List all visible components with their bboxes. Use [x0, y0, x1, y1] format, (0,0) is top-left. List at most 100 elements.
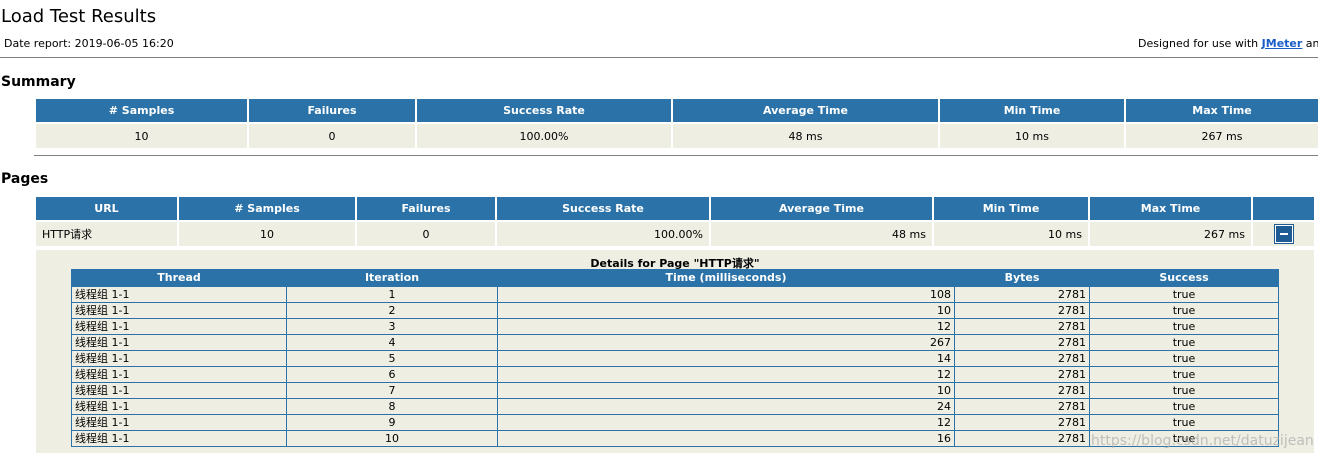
page-title: Load Test Results [1, 6, 157, 27]
summary-col-min-time: Min Time [940, 99, 1124, 122]
details-title: Details for Page "HTTP请求" [590, 257, 760, 270]
summary-header-row: # Samples Failures Success Rate Average … [36, 99, 1318, 122]
detail-bytes: 2781 [954, 286, 1090, 303]
pages-col-max-time: Max Time [1090, 197, 1251, 220]
detail-bytes: 2781 [954, 350, 1090, 367]
pages-success-rate: 100.00% [497, 222, 709, 246]
detail-thread: 线程组 1-1 [71, 350, 287, 367]
summary-samples: 10 [36, 124, 247, 148]
summary-failures: 0 [249, 124, 415, 148]
detail-success: true [1089, 334, 1279, 351]
summary-average-time: 48 ms [673, 124, 938, 148]
summary-col-success-rate: Success Rate [417, 99, 671, 122]
detail-success: true [1089, 350, 1279, 367]
detail-time: 12 [497, 318, 955, 335]
details-row: 线程组 1-1 4 267 2781 true [71, 334, 1279, 351]
details-row: 线程组 1-1 7 10 2781 true [71, 382, 1279, 399]
details-row: 线程组 1-1 10 16 2781 true [71, 430, 1279, 447]
header-divider [0, 57, 1318, 58]
detail-success: true [1089, 414, 1279, 431]
detail-time: 108 [497, 286, 955, 303]
detail-bytes: 2781 [954, 430, 1090, 447]
detail-thread: 线程组 1-1 [71, 286, 287, 303]
detail-iteration: 1 [286, 286, 498, 303]
detail-thread: 线程组 1-1 [71, 430, 287, 447]
summary-col-max-time: Max Time [1126, 99, 1318, 122]
details-col-time: Time (milliseconds) [497, 269, 955, 287]
pages-table: URL # Samples Failures Success Rate Aver… [34, 195, 1316, 248]
detail-bytes: 2781 [954, 414, 1090, 431]
detail-iteration: 3 [286, 318, 498, 335]
pages-col-success-rate: Success Rate [497, 197, 709, 220]
summary-heading: Summary [1, 74, 76, 90]
summary-row: 10 0 100.00% 48 ms 10 ms 267 ms [36, 124, 1318, 148]
detail-iteration: 5 [286, 350, 498, 367]
pages-col-toggle [1253, 197, 1314, 220]
detail-time: 267 [497, 334, 955, 351]
detail-time: 10 [497, 382, 955, 399]
summary-table: # Samples Failures Success Rate Average … [34, 97, 1318, 150]
summary-col-failures: Failures [249, 99, 415, 122]
pages-max-time: 267 ms [1090, 222, 1251, 246]
detail-iteration: 4 [286, 334, 498, 351]
detail-thread: 线程组 1-1 [71, 334, 287, 351]
detail-success: true [1089, 286, 1279, 303]
detail-time: 14 [497, 350, 955, 367]
designed-prefix: Designed for use with [1138, 37, 1262, 50]
designed-for: Designed for use with JMeter and [1138, 37, 1318, 50]
details-row: 线程组 1-1 3 12 2781 true [71, 318, 1279, 335]
details-col-bytes: Bytes [954, 269, 1090, 287]
details-table: Thread Iteration Time (milliseconds) Byt… [71, 269, 1279, 447]
pages-col-min-time: Min Time [934, 197, 1088, 220]
summary-max-time: 267 ms [1126, 124, 1318, 148]
pages-toggle-cell[interactable] [1253, 222, 1314, 246]
detail-success: true [1089, 430, 1279, 447]
designed-suffix: and [1305, 37, 1318, 50]
detail-thread: 线程组 1-1 [71, 398, 287, 415]
jmeter-link[interactable]: JMeter [1261, 37, 1303, 50]
detail-time: 16 [497, 430, 955, 447]
details-row: 线程组 1-1 5 14 2781 true [71, 350, 1279, 367]
detail-time: 24 [497, 398, 955, 415]
detail-bytes: 2781 [954, 334, 1090, 351]
summary-success-rate: 100.00% [417, 124, 671, 148]
details-row: 线程组 1-1 9 12 2781 true [71, 414, 1279, 431]
summary-col-samples: # Samples [36, 99, 247, 122]
pages-samples: 10 [179, 222, 355, 246]
details-row: 线程组 1-1 8 24 2781 true [71, 398, 1279, 415]
detail-bytes: 2781 [954, 318, 1090, 335]
detail-iteration: 6 [286, 366, 498, 383]
pages-url: HTTP请求 [36, 222, 177, 246]
detail-iteration: 8 [286, 398, 498, 415]
detail-bytes: 2781 [954, 302, 1090, 319]
detail-iteration: 2 [286, 302, 498, 319]
pages-header-row: URL # Samples Failures Success Rate Aver… [36, 197, 1314, 220]
detail-thread: 线程组 1-1 [71, 414, 287, 431]
detail-bytes: 2781 [954, 398, 1090, 415]
details-row: 线程组 1-1 2 10 2781 true [71, 302, 1279, 319]
detail-bytes: 2781 [954, 366, 1090, 383]
details-col-iteration: Iteration [286, 269, 498, 287]
detail-bytes: 2781 [954, 382, 1090, 399]
details-col-thread: Thread [71, 269, 287, 287]
details-row: 线程组 1-1 1 108 2781 true [71, 286, 1279, 303]
summary-min-time: 10 ms [940, 124, 1124, 148]
pages-col-failures: Failures [357, 197, 495, 220]
details-col-success: Success [1089, 269, 1279, 287]
pages-heading: Pages [1, 171, 49, 187]
details-header-row: Thread Iteration Time (milliseconds) Byt… [71, 269, 1279, 287]
detail-iteration: 10 [286, 430, 498, 447]
detail-iteration: 7 [286, 382, 498, 399]
detail-thread: 线程组 1-1 [71, 302, 287, 319]
pages-min-time: 10 ms [934, 222, 1088, 246]
details-row: 线程组 1-1 6 12 2781 true [71, 366, 1279, 383]
detail-time: 10 [497, 302, 955, 319]
collapse-minus-icon[interactable] [1273, 224, 1294, 244]
detail-success: true [1089, 382, 1279, 399]
summary-col-average-time: Average Time [673, 99, 938, 122]
detail-thread: 线程组 1-1 [71, 366, 287, 383]
detail-time: 12 [497, 414, 955, 431]
detail-success: true [1089, 366, 1279, 383]
pages-failures: 0 [357, 222, 495, 246]
detail-iteration: 9 [286, 414, 498, 431]
